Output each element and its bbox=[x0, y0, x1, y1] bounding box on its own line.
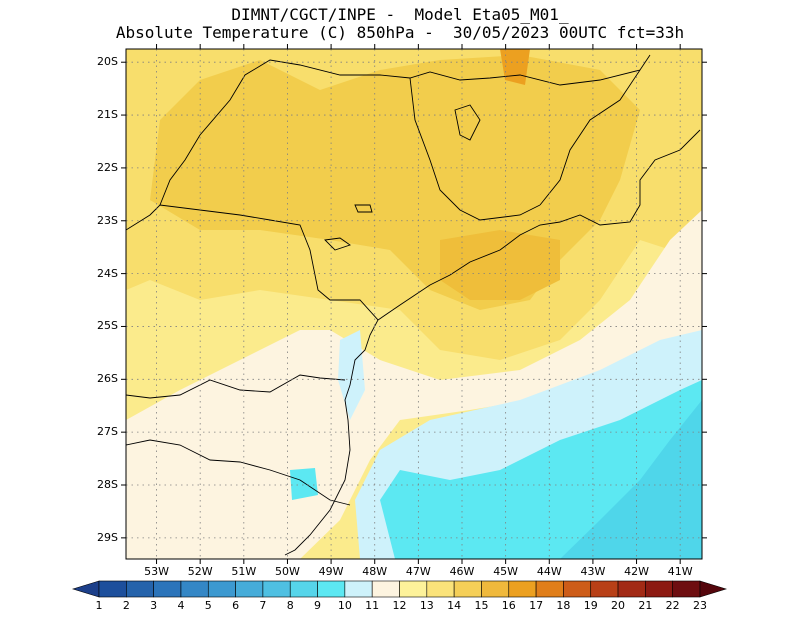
colorbar-label: 19 bbox=[583, 599, 598, 612]
lat-label: 28S bbox=[97, 478, 118, 491]
colorbar-segment bbox=[98, 580, 127, 598]
graticule bbox=[126, 49, 702, 559]
colorbar-label: 9 bbox=[314, 599, 322, 612]
lat-label: 22S bbox=[97, 160, 118, 174]
coastline-borders bbox=[126, 54, 701, 559]
colorbar-segment bbox=[426, 580, 455, 598]
lat-label: 21S bbox=[97, 108, 118, 122]
colorbar-label: 22 bbox=[665, 599, 680, 612]
field-band-16 bbox=[440, 230, 560, 300]
colorbar-label: 1 bbox=[95, 599, 103, 612]
lon-label: 42W bbox=[624, 565, 649, 578]
colorbar-label: 8 bbox=[286, 599, 294, 612]
colorbar-label: 20 bbox=[611, 599, 626, 612]
colorbar-label: 14 bbox=[447, 599, 462, 612]
colorbar-segment bbox=[563, 580, 592, 598]
lon-label: 50W bbox=[275, 565, 300, 578]
colorbar-label: 2 bbox=[122, 599, 130, 612]
lon-label: 46W bbox=[449, 565, 475, 578]
colorbar-segment bbox=[535, 580, 564, 598]
temperature-field bbox=[126, 49, 702, 559]
map-title: DIMNT/CGCT/INPE - Model Eta05_M01_ Absol… bbox=[0, 6, 800, 42]
lat-label: 29S bbox=[97, 530, 118, 544]
field-band-8 bbox=[560, 400, 702, 559]
colorbar-segment bbox=[262, 580, 291, 598]
colorbar-segment bbox=[289, 580, 318, 598]
lon-label: 51W bbox=[231, 565, 257, 578]
lon-label: 44W bbox=[536, 565, 562, 578]
title-line-2: Absolute Temperature (C) 850hPa - 30/05/… bbox=[115, 23, 685, 42]
colorbar-label: 23 bbox=[693, 599, 707, 612]
colorbar-label: 4 bbox=[177, 599, 185, 612]
lat-label: 24S bbox=[97, 266, 118, 280]
title-line-1: DIMNT/CGCT/INPE - Model Eta05_M01_ bbox=[231, 5, 569, 24]
lon-label: 43W bbox=[580, 565, 606, 578]
lon-label: 53W bbox=[144, 565, 169, 578]
lat-label: 26S bbox=[97, 372, 118, 386]
lon-label: 41W bbox=[667, 565, 693, 578]
colorbar-label: 18 bbox=[556, 599, 571, 612]
axis-ticks bbox=[121, 44, 707, 564]
colorbar-segment bbox=[508, 580, 537, 598]
field-cold-spot bbox=[290, 468, 318, 500]
lat-label: 25S bbox=[97, 319, 118, 333]
colorbar-segment bbox=[453, 580, 482, 598]
colorbar-label: 13 bbox=[419, 599, 434, 612]
colorbar-label: 5 bbox=[204, 599, 212, 612]
colorbar-segment bbox=[481, 580, 510, 598]
colorbar-segment bbox=[153, 580, 182, 598]
map-frame bbox=[125, 48, 703, 560]
colorbar-segment bbox=[344, 580, 373, 598]
colorbar-label: 3 bbox=[150, 599, 158, 612]
colorbar-label: 17 bbox=[529, 599, 544, 612]
colorbar-label: 21 bbox=[638, 599, 653, 612]
colorbar-segment bbox=[207, 580, 236, 598]
field-band-11 bbox=[126, 210, 702, 559]
lon-label: 47W bbox=[405, 565, 431, 578]
colorbar-segment bbox=[180, 580, 209, 598]
colorbar-label: 15 bbox=[474, 599, 489, 612]
field-band-10-coast bbox=[338, 330, 365, 420]
colorbar-segment bbox=[399, 580, 428, 598]
lat-label: 27S bbox=[97, 425, 118, 439]
lat-label: 23S bbox=[97, 213, 118, 227]
colorbar-arrow-low bbox=[71, 580, 100, 598]
colorbar-segment bbox=[235, 580, 264, 598]
colorbar-label: 16 bbox=[501, 599, 516, 612]
colorbar-segment bbox=[371, 580, 400, 598]
colorbar-label: 11 bbox=[365, 599, 380, 612]
colorbar-label: 7 bbox=[259, 599, 267, 612]
lon-label: 49W bbox=[318, 565, 344, 578]
colorbar-segment bbox=[126, 580, 154, 598]
colorbar-segment bbox=[645, 580, 673, 598]
colorbar-label: 6 bbox=[232, 599, 240, 612]
colorbar bbox=[71, 580, 728, 598]
colorbar-segment bbox=[590, 580, 619, 598]
colorbar-label: 10 bbox=[337, 599, 352, 612]
colorbar-segment bbox=[672, 580, 701, 598]
lon-label: 45W bbox=[493, 565, 519, 578]
lon-label: 48W bbox=[362, 565, 388, 578]
colorbar-arrow-high bbox=[699, 580, 728, 598]
colorbar-label: 12 bbox=[392, 599, 407, 612]
lon-label: 52W bbox=[187, 565, 213, 578]
lat-label: 20S bbox=[97, 55, 118, 69]
colorbar-segment bbox=[617, 580, 646, 598]
colorbar-segment bbox=[317, 580, 346, 598]
